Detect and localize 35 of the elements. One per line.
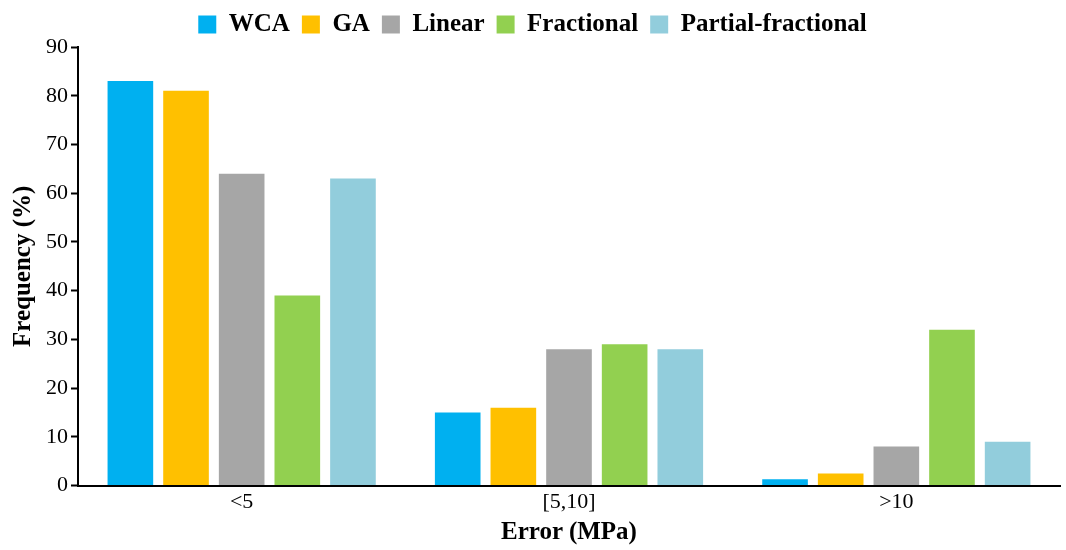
bar — [490, 407, 537, 486]
x-tick-label: <5 — [229, 487, 254, 513]
y-tick-label: 90 — [46, 32, 68, 58]
bar — [434, 412, 481, 486]
bar — [163, 90, 209, 486]
bar — [817, 473, 864, 486]
bar — [330, 178, 376, 486]
bar — [546, 349, 592, 486]
y-axis-title: Frequency (%) — [8, 185, 37, 347]
bar — [762, 479, 808, 486]
bar — [274, 295, 321, 486]
legend-label: GA — [332, 8, 370, 36]
legend-label: Linear — [412, 8, 485, 36]
y-tick-label: 10 — [46, 422, 68, 448]
bar — [107, 81, 154, 486]
y-tick-label: 60 — [46, 178, 68, 204]
legend-label: Fractional — [527, 8, 639, 36]
bar — [984, 441, 1031, 486]
y-tick-label: 0 — [57, 471, 68, 497]
bar — [873, 446, 920, 486]
x-tick-label: [5,10] — [542, 487, 596, 513]
legend-label: WCA — [228, 8, 290, 36]
y-tick-label: 70 — [46, 130, 68, 156]
x-axis-title: Error (MPa) — [501, 517, 637, 546]
y-tick-label: 80 — [46, 81, 68, 107]
bar — [601, 344, 648, 486]
legend-label: Partial-fractional — [680, 8, 867, 36]
y-tick-label: 50 — [46, 227, 68, 253]
bar — [929, 329, 975, 486]
bar — [218, 173, 265, 486]
x-tick-label: >10 — [879, 487, 914, 513]
y-tick-label: 40 — [46, 276, 68, 302]
bar — [657, 349, 704, 486]
y-tick-label: 20 — [46, 373, 68, 399]
y-tick-label: 30 — [46, 325, 68, 351]
